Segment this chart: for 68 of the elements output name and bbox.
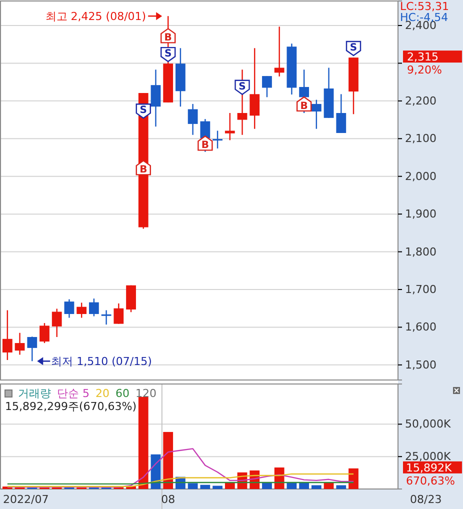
bar (348, 468, 358, 489)
text: LC:53,31 (400, 0, 450, 13)
annotation: 15,892,299주(670,63%) (5, 400, 137, 413)
y-tick-label: 1,800 (405, 245, 436, 258)
bar (188, 483, 198, 489)
candlestick (88, 298, 99, 317)
bar (200, 484, 210, 489)
line-series (6, 473, 354, 488)
text: 08/23 (410, 493, 442, 506)
candlestick (101, 310, 112, 326)
text: 2022/07 (3, 493, 49, 506)
bar (311, 485, 322, 489)
bar (163, 432, 174, 489)
legend-label: 120 (136, 387, 156, 400)
candlestick (52, 308, 62, 338)
candlestick (299, 69, 310, 114)
x-tick-label: 08 (161, 493, 176, 506)
annotation: 최고 2,425 (08/01) (45, 10, 146, 24)
text: 20 (96, 387, 110, 400)
data-label: S (140, 105, 147, 116)
bar (138, 396, 148, 489)
candlestick (40, 322, 50, 344)
data-label: B (164, 32, 172, 44)
text: 15,892K (406, 461, 452, 474)
candlestick (274, 26, 284, 78)
y-tick-label: 2,200 (405, 94, 436, 108)
bar (212, 486, 222, 489)
candlestick (188, 103, 198, 136)
text: 2,315 (407, 50, 438, 64)
data-label: S (164, 48, 172, 60)
bar (262, 482, 272, 489)
line-series (6, 448, 354, 488)
bar (336, 485, 346, 489)
candlestick (250, 48, 260, 130)
text: 60 (116, 387, 130, 400)
candlestick (336, 94, 346, 134)
y-tick-label: 25,000K (405, 450, 452, 464)
candlestick (2, 310, 12, 361)
text: 단순 5 (57, 387, 90, 400)
data-label: S (350, 42, 358, 54)
y-tick-label: 1,600 (405, 320, 436, 334)
y-tick-label: 2,000 (405, 170, 436, 183)
candlestick (114, 302, 124, 324)
candlestick (14, 332, 25, 356)
y-tick-label: 1,500 (405, 358, 436, 372)
candlestick (311, 99, 322, 130)
text: HC:-4,54 (400, 11, 448, 24)
y-tick-label: 50,000K (405, 418, 452, 431)
candlestick (212, 130, 222, 150)
annotation: 최저 1,510 (07/15) (51, 355, 152, 368)
y-tick-label: 1,700 (405, 283, 436, 296)
data-label: B (300, 100, 308, 112)
bar (299, 482, 310, 489)
data-label: B (201, 140, 209, 152)
data-label: B (140, 164, 148, 176)
candlestick (64, 298, 74, 318)
text: 670,63% (406, 474, 455, 488)
y-tick-label: 2,100 (405, 132, 436, 146)
data-label: S (238, 81, 246, 92)
candlestick (27, 336, 38, 362)
candlestick (76, 302, 87, 318)
legend-title: 거래량 (18, 387, 51, 400)
y-tick-label: 1,900 (405, 208, 436, 221)
candlestick (224, 112, 235, 141)
candlestick (150, 69, 161, 128)
candlestick (237, 69, 248, 136)
candlestick (262, 75, 272, 98)
text: 9,20% (407, 64, 442, 77)
